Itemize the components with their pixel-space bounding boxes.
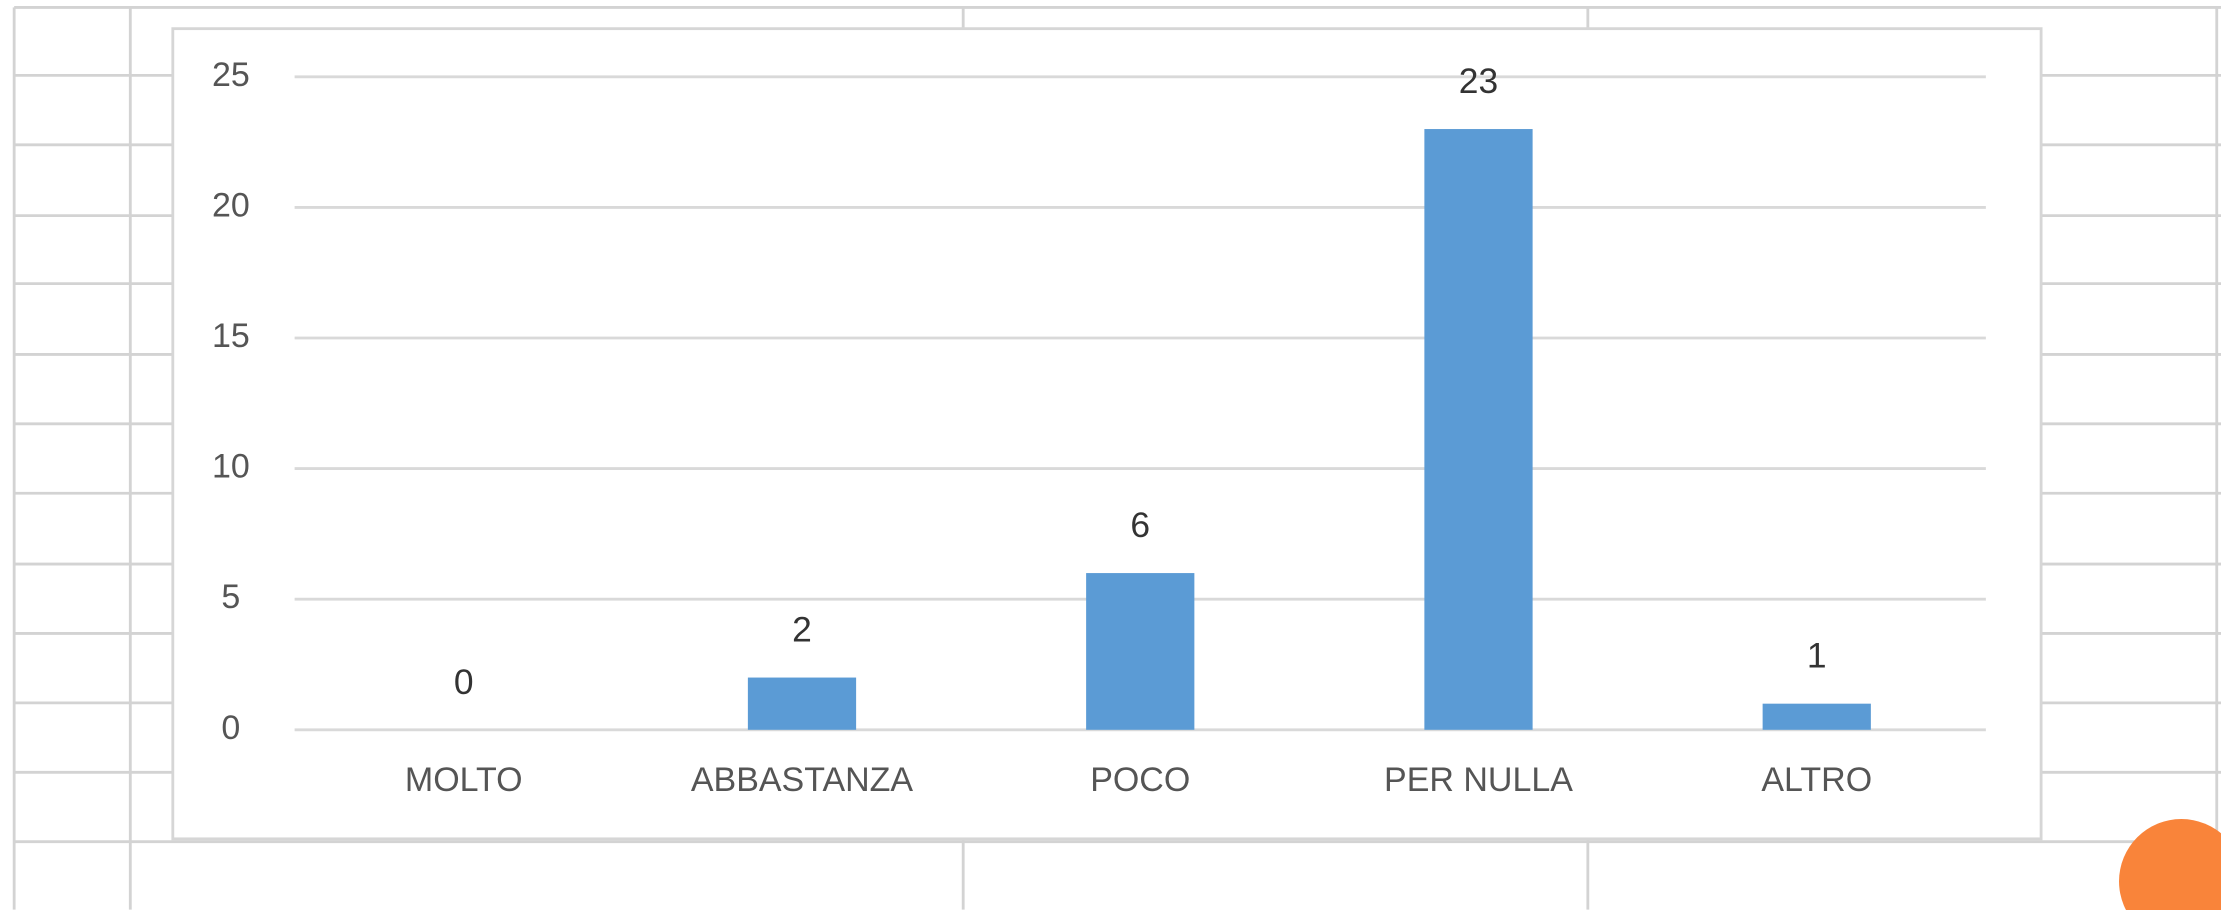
y-tick-label: 25 xyxy=(212,56,250,94)
data-label: 2 xyxy=(792,610,812,650)
bar xyxy=(1086,573,1195,730)
data-label: 23 xyxy=(1459,61,1498,101)
plot: 0 5 10 15 20 25 MOLTO 0 ABBASTANZA 2 POCO 6 PER NULL… xyxy=(212,56,1986,799)
y-tick-label: 15 xyxy=(212,317,250,355)
x-tick-label: ALTRO xyxy=(1761,761,1872,799)
y-tick-label: 10 xyxy=(212,448,250,486)
x-tick-label: PER NULLA xyxy=(1384,761,1573,799)
y-tick-label: 5 xyxy=(221,578,240,616)
data-label: 0 xyxy=(454,662,474,702)
x-tick-label: MOLTO xyxy=(405,761,523,799)
x-tick-label: POCO xyxy=(1090,761,1190,799)
bar xyxy=(1424,129,1533,730)
decoration-circle xyxy=(2119,819,2221,910)
y-tick-label: 0 xyxy=(221,709,240,747)
x-tick-label: ABBASTANZA xyxy=(691,761,914,799)
bar xyxy=(1762,703,1871,730)
data-label: 1 xyxy=(1807,636,1827,676)
bar xyxy=(747,677,857,730)
y-tick-label: 20 xyxy=(212,186,250,224)
data-label: 6 xyxy=(1130,505,1150,545)
